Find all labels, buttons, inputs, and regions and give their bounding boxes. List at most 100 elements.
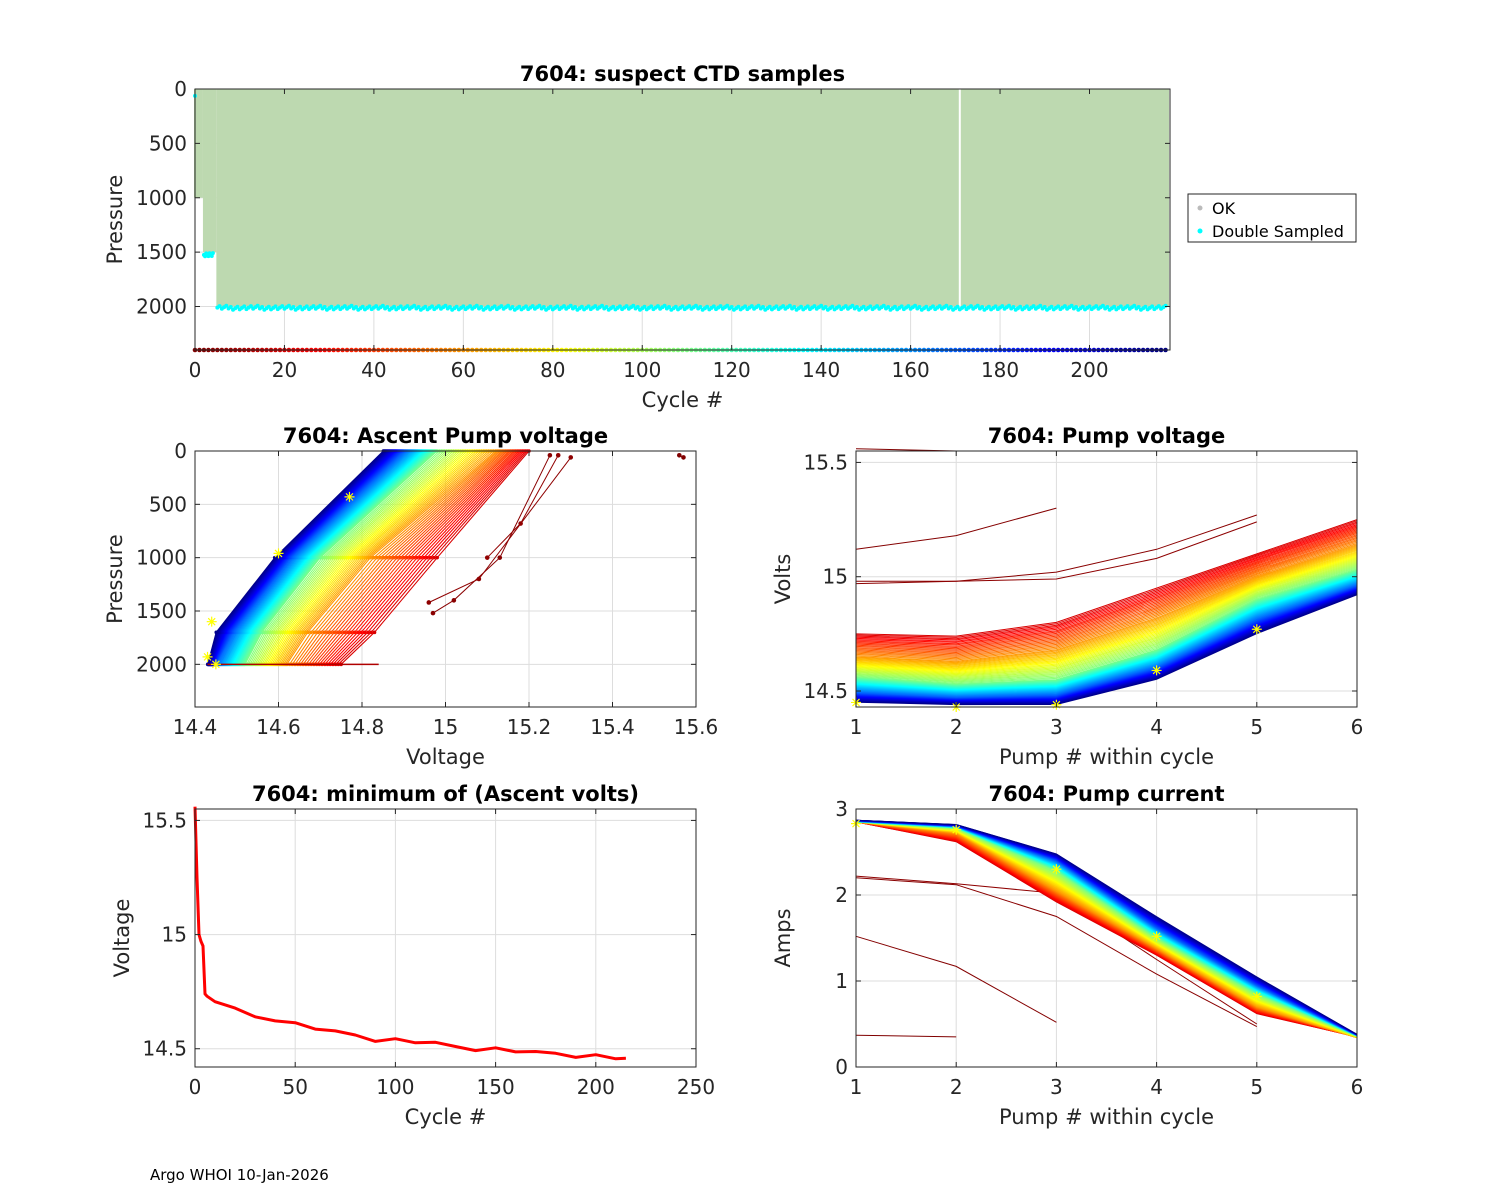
- x-tick-label: 4: [1150, 715, 1163, 739]
- profile-line: [216, 450, 406, 665]
- series-line: [855, 563, 1358, 680]
- double-sampled-point: [823, 304, 828, 309]
- profile-line: [297, 450, 503, 665]
- series-line: [855, 561, 1358, 678]
- series-line: [855, 507, 1057, 550]
- series-line: [855, 548, 1358, 666]
- double-sampled-point: [228, 304, 233, 309]
- double-sampled-point: [736, 304, 741, 309]
- profile-line: [225, 450, 416, 665]
- series-line: [855, 544, 1358, 662]
- profile-line: [239, 450, 432, 665]
- y-tick-label: 15.5: [142, 808, 187, 832]
- double-sampled-point: [392, 304, 397, 309]
- profile-line: [256, 450, 454, 665]
- double-sampled-point: [725, 303, 730, 308]
- profile-line: [266, 450, 468, 665]
- profile-point: [568, 455, 574, 460]
- double-sampled-point: [980, 304, 985, 309]
- profile-line: [231, 450, 424, 665]
- double-sampled-point: [1094, 304, 1099, 309]
- series-line: [855, 524, 1358, 642]
- double-sampled-point: [892, 304, 897, 309]
- series-line: [855, 526, 1358, 645]
- series-line: [855, 527, 1358, 646]
- series-line: [855, 579, 1358, 694]
- profile-point: [309, 630, 313, 635]
- series-line: [855, 537, 1358, 656]
- double-sampled-point: [405, 304, 410, 309]
- minimum-marker: [1151, 931, 1162, 942]
- y-tick-label: 3: [835, 797, 848, 821]
- double-sampled-point: [1018, 304, 1023, 309]
- double-sampled-point: [360, 304, 365, 309]
- double-sampled-point: [805, 304, 810, 309]
- profile-line: [335, 450, 527, 665]
- profile-line: [281, 450, 489, 665]
- profile-point: [369, 630, 373, 635]
- series-line: [855, 569, 1358, 686]
- profile-point: [391, 555, 396, 560]
- profile-point: [435, 555, 439, 560]
- double-sampled-point: [298, 304, 303, 309]
- series-line: [855, 560, 1358, 677]
- profile-point: [428, 555, 433, 560]
- profile-line: [258, 450, 457, 665]
- minimum-ascent-volts-plot: 0 50 100 150 200 250 14.5 15 15.5 7604: minimum o…: [110, 782, 715, 1129]
- profile-point: [366, 630, 370, 635]
- double-sampled-point: [617, 304, 622, 309]
- profile-line: [238, 450, 431, 665]
- double-sampled-point: [875, 304, 880, 309]
- double-sampled-point: [1038, 303, 1043, 308]
- double-sampled-point: [624, 304, 629, 309]
- profile-line: [236, 450, 429, 665]
- profile-line: [321, 450, 518, 665]
- y-tick-label: 1500: [136, 599, 187, 623]
- profile-line: [240, 450, 434, 665]
- double-sampled-point: [906, 304, 911, 309]
- double-sampled-point: [673, 304, 678, 309]
- series-line: [855, 541, 1358, 660]
- legend: OK Double Sampled: [1187, 193, 1357, 243]
- series-line: [855, 546, 1358, 664]
- profile-point: [415, 555, 419, 560]
- profile-point: [332, 630, 337, 635]
- double-sampled-point: [649, 304, 654, 309]
- legend-label: Double Sampled: [1212, 222, 1344, 241]
- double-sampled-point: [756, 303, 761, 308]
- double-sampled-point: [1069, 303, 1074, 308]
- double-sampled-point: [774, 304, 779, 309]
- double-sampled-point: [579, 304, 584, 309]
- double-sampled-point: [662, 303, 667, 308]
- double-sampled-point: [416, 304, 421, 309]
- profile-point: [342, 630, 347, 635]
- profile-point: [372, 630, 377, 635]
- double-sampled-point: [1100, 303, 1105, 308]
- double-sampled-point: [374, 304, 379, 309]
- series-line: [855, 555, 1358, 672]
- profile-point: [518, 521, 523, 526]
- double-sampled-point: [837, 304, 842, 309]
- profile-point: [319, 630, 323, 635]
- double-sampled-point: [1132, 303, 1137, 308]
- chart-title: 7604: suspect CTD samples: [520, 62, 845, 86]
- x-tick-label: 50: [282, 1075, 307, 1099]
- double-sampled-point: [687, 304, 692, 309]
- profile-line: [316, 450, 515, 665]
- profile-line: [286, 450, 496, 665]
- x-tick-label: 5: [1250, 1075, 1263, 1099]
- double-sampled-point: [1031, 304, 1036, 309]
- double-sampled-point: [235, 304, 240, 309]
- y-tick-label: 15: [823, 565, 848, 589]
- profile-line: [283, 450, 492, 665]
- y-tick-label: 1500: [136, 240, 187, 264]
- profile-point: [339, 630, 343, 635]
- double-sampled-point: [986, 304, 991, 309]
- double-sampled-point: [291, 304, 296, 309]
- series-line: [855, 566, 1358, 682]
- profile-line: [313, 450, 513, 665]
- minimum-voltage-line: [193, 806, 626, 1061]
- series-line: [855, 521, 1257, 585]
- x-tick-label: 15.6: [674, 715, 719, 739]
